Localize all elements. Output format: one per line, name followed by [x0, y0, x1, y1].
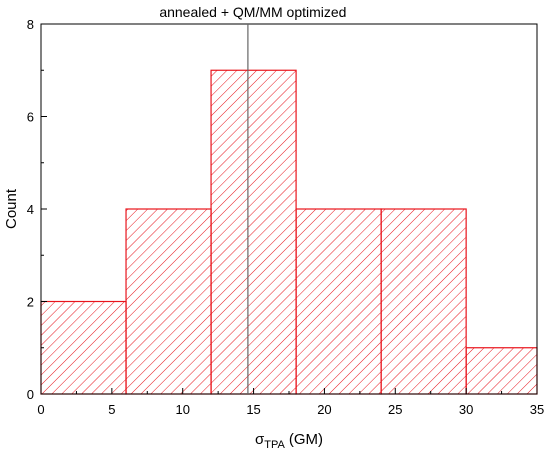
x-tick-label: 35: [530, 402, 544, 417]
y-tick-label: 6: [27, 110, 34, 125]
histogram-bar: [295, 208, 382, 395]
x-axis-title: σTPA (GM): [255, 431, 323, 451]
y-tick-label: 8: [27, 17, 34, 32]
y-tick-label: 0: [27, 387, 34, 402]
x-tick-label: 15: [246, 402, 260, 417]
y-tick-label: 4: [27, 202, 34, 217]
ticks-layer: 0 5 10 15 20 25 30 35 0 2 4 6 8: [27, 17, 544, 417]
x-axis-symbol: σ: [255, 431, 265, 448]
x-tick-label: 10: [175, 402, 189, 417]
bars-layer: [40, 69, 538, 395]
y-tick-label: 2: [27, 295, 34, 310]
histogram-bar: [380, 208, 467, 395]
histogram-bar: [40, 300, 127, 395]
histogram-bar: [465, 347, 538, 395]
x-tick-label: 20: [317, 402, 331, 417]
x-tick-label: 5: [108, 402, 115, 417]
y-axis-title: Count: [3, 188, 20, 229]
x-tick-label: 25: [388, 402, 402, 417]
reference-line-label: annealed + QM/MM optimized: [159, 4, 346, 20]
histogram-bar: [125, 208, 212, 395]
x-tick-label: 30: [459, 402, 473, 417]
x-axis-subscript: TPA: [264, 439, 285, 451]
x-axis-unit: (GM): [289, 431, 323, 448]
x-tick-label: 0: [37, 402, 44, 417]
histogram-bar: [210, 69, 297, 395]
